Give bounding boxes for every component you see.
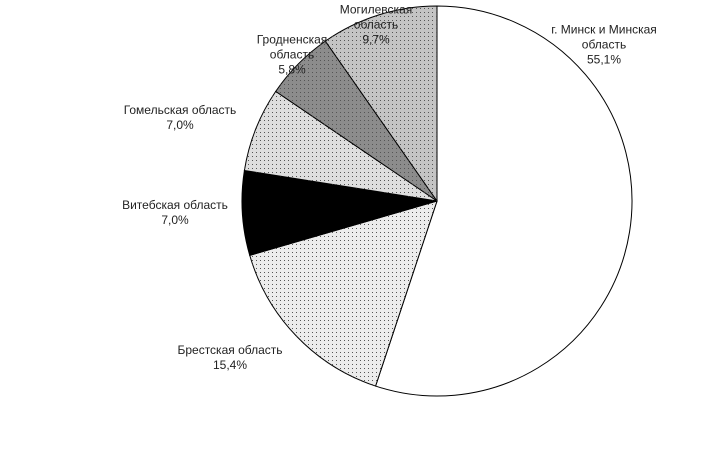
value-label: 7,0% <box>166 118 194 132</box>
slice-label: г. Минск и Минская область 55,1% <box>539 23 669 68</box>
slice-label: Могилевская область 9,7% <box>331 3 421 48</box>
pie-slice <box>374 5 633 397</box>
category-label: Брестская область <box>177 343 283 357</box>
slice-label: Гродненская область 5,8% <box>247 33 337 78</box>
category-label: г. Минск и Минская область <box>551 22 657 52</box>
value-label: 55,1% <box>586 52 622 67</box>
slice-label: Брестская область 15,4% <box>145 343 315 373</box>
slice-label: Витебская область 7,0% <box>105 198 245 228</box>
slice-label: Гомельская область 7,0% <box>105 103 255 133</box>
value-label: 9,7% <box>362 32 390 47</box>
value-label: 7,0% <box>161 213 189 227</box>
category-label: Гомельская область <box>123 103 237 117</box>
category-label: Витебская область <box>122 198 228 212</box>
value-label: 15,4% <box>212 358 248 372</box>
category-label: Гродненская область <box>256 32 328 62</box>
value-label: 5,8% <box>278 62 306 77</box>
category-label: Могилевская область <box>339 2 413 32</box>
